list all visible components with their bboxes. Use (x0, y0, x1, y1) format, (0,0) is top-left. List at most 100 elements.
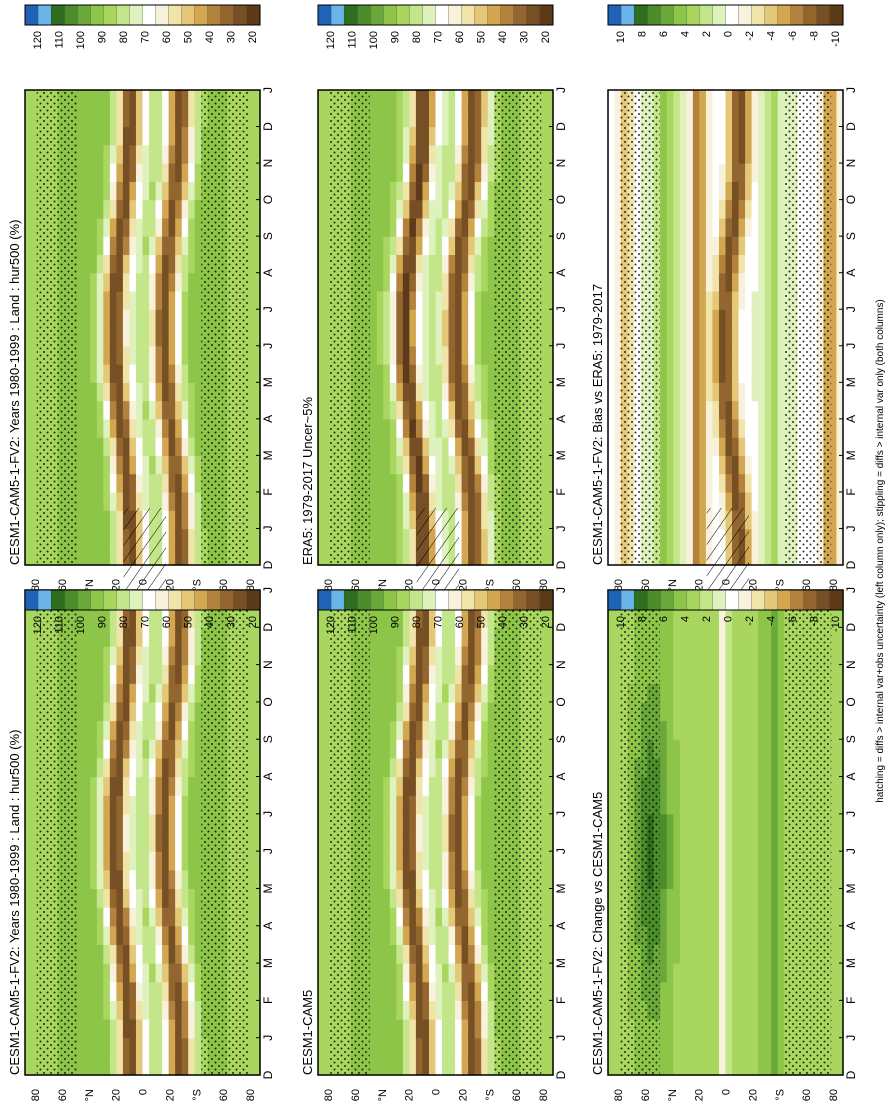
heatmap-cell (318, 795, 326, 815)
time-tick-label: F (554, 997, 568, 1004)
heatmap-cell (461, 981, 469, 1001)
heatmap-cell (181, 925, 189, 946)
heatmap-cell (422, 455, 430, 475)
heatmap-cell (96, 1056, 104, 1076)
heatmap-cell (448, 925, 456, 946)
heatmap-cell (660, 473, 668, 493)
heatmap-cell (608, 437, 616, 456)
heatmap-cell (725, 364, 733, 383)
heatmap-cell (487, 608, 495, 628)
heatmap-cell (103, 944, 111, 964)
heatmap-cell (712, 272, 720, 292)
heatmap-cell (758, 455, 766, 475)
heatmap-cell (396, 437, 404, 456)
heatmap-cell (122, 832, 131, 852)
time-tick-label: A (261, 922, 275, 930)
stippling-region (201, 590, 249, 1075)
heatmap-cell (109, 272, 117, 292)
heatmap-cell (718, 90, 727, 109)
heatmap-cell (614, 199, 622, 219)
time-tick-label: A (554, 415, 568, 423)
heatmap-cell (389, 944, 397, 964)
heatmap-cell (539, 645, 548, 666)
heatmap-cell (135, 832, 144, 852)
heatmap-cell (546, 272, 554, 292)
heatmap-cell (745, 455, 753, 475)
heatmap-cell (455, 907, 463, 927)
heatmap-cell (836, 90, 844, 109)
heatmap-cell (142, 382, 150, 402)
heatmap-cell (396, 473, 404, 493)
heatmap-cell (90, 108, 98, 128)
heatmap-cell (188, 720, 196, 740)
heatmap-cell (77, 345, 85, 365)
heatmap-cell (725, 126, 733, 146)
heatmap-cell (435, 108, 443, 128)
heatmap-cell (673, 546, 681, 566)
heatmap-cell (383, 309, 391, 329)
heatmap-cell (194, 1000, 202, 1020)
heatmap-cell (168, 510, 176, 530)
heatmap-cell (168, 236, 176, 256)
heatmap-cell (318, 907, 326, 927)
heatmap-cell (402, 701, 410, 722)
heatmap-cell (771, 364, 779, 383)
heatmap-cell (442, 869, 450, 890)
heatmap-cell (246, 327, 255, 347)
heatmap-cell (324, 907, 332, 927)
heatmap-cell (122, 437, 131, 456)
heatmap-cell (142, 163, 150, 182)
heatmap-cell (162, 108, 170, 128)
heatmap-cell (181, 757, 189, 778)
heatmap-cell (718, 473, 727, 493)
heatmap-cell (109, 181, 117, 201)
heatmap-cell (758, 400, 766, 420)
time-tick-label: J (261, 525, 275, 531)
heatmap-cell (155, 345, 163, 365)
heatmap-cell (246, 199, 255, 219)
heatmap-cell (614, 528, 622, 548)
heatmap-cell (370, 776, 378, 796)
heatmap-cell (83, 832, 91, 852)
heatmap-cell (162, 144, 170, 164)
heatmap-cell (614, 181, 622, 201)
heatmap-cell (455, 491, 463, 511)
heatmap-cell (194, 272, 202, 292)
heatmap-cell (370, 869, 378, 890)
heatmap-cell (168, 181, 176, 201)
heatmap-cell (83, 1000, 91, 1020)
heatmap-cell (253, 236, 261, 256)
heatmap-cell (546, 181, 554, 201)
heatmap-cell (370, 528, 378, 548)
heatmap-cell (422, 832, 430, 852)
heatmap-cell (96, 90, 104, 109)
heatmap-cell (442, 126, 450, 146)
heatmap-cell (666, 473, 674, 493)
heatmap-cell (442, 981, 450, 1001)
heatmap-cell (428, 309, 437, 329)
heatmap-cell (376, 90, 384, 109)
heatmap-cell (246, 701, 255, 722)
heatmap-cell (194, 795, 202, 815)
heatmap-cell (77, 181, 85, 201)
heatmap-cell (103, 546, 111, 566)
heatmap-cell (415, 888, 424, 908)
heatmap-cell (666, 510, 674, 530)
heatmap-cell (539, 627, 548, 647)
heatmap-cell (383, 455, 391, 475)
heatmap-cell (614, 437, 622, 456)
heatmap-cell (188, 126, 196, 146)
heatmap-cell (376, 981, 384, 1001)
heatmap-cell (481, 645, 489, 666)
heatmap-cell (487, 108, 495, 128)
heatmap-cell (409, 382, 417, 402)
heatmap-cell (188, 869, 196, 890)
heatmap-cell (188, 981, 196, 1001)
heatmap-cell (168, 126, 176, 146)
heatmap-cell (383, 126, 391, 146)
heatmap-cell (836, 108, 844, 128)
heatmap-cell (370, 645, 378, 666)
heatmap-cell (455, 851, 463, 871)
